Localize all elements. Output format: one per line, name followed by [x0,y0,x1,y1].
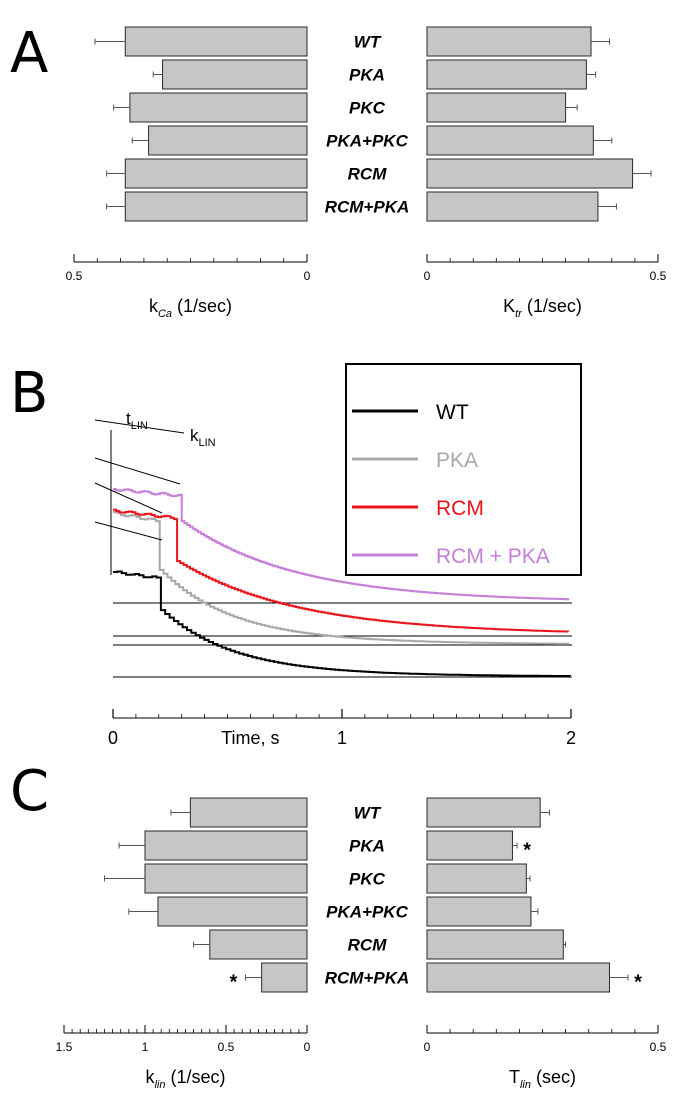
bar-C-left-4 [209,929,308,960]
bar-C-left-0 [189,797,308,828]
bar-C-left-5 [261,962,308,993]
bar-C-right-1 [426,830,513,861]
bar-C-left-1 [144,830,308,861]
bar-C-right-4 [426,929,564,960]
bar-A-right-1 [426,59,587,90]
trace-wt [113,570,571,677]
bar-A-left-1 [162,59,308,90]
bar-A-right-3 [426,125,594,156]
panel-c-category-1: PKA [349,837,385,856]
bar-C-left-3 [157,896,308,927]
tick-label-B-2: 2 [566,728,576,748]
legend-label-1: PKA [436,449,478,472]
panel-a-category-5: RCM+PKA [325,198,410,217]
panel-b: tLIN kLIN 0 1 2 Time, s WT PKA RCM RCM + PKA [94,363,582,748]
tick-label-C-left-3: 0 [304,1040,311,1054]
tick-label-A-right-1: 0.5 [650,269,667,283]
axis-label-A-left: kCa (1/sec) [149,296,232,320]
legend-label-2: RCM [436,497,484,520]
trace-rcm [113,508,570,633]
tick-label-C-right-0: 0 [424,1040,431,1054]
panel-a-category-2: PKC [349,99,386,118]
panel-c-category-0: WT [354,804,382,823]
panel-a-category-4: RCM [348,165,388,184]
tick-label-C-left-2: 0.5 [218,1040,235,1054]
trace-pka [113,511,570,645]
bar-A-right-4 [426,158,634,189]
significance-star-C-right-5: * [634,972,642,994]
panel-c-category-3: PKA+PKC [326,903,408,922]
axis-label-B: Time, s [221,728,279,748]
linear-fit-1 [94,482,163,514]
legend [345,363,582,576]
trace-rcm-pka [113,488,570,601]
significance-star-C-left-5: * [230,972,238,994]
bar-A-left-3 [148,125,308,156]
bar-C-left-2 [144,863,308,894]
legend-label-3: RCM + PKA [436,545,550,568]
bar-A-right-2 [426,92,567,123]
tick-label-A-right-0: 0 [424,269,431,283]
panel-c: * 1.5 1 0.5 0 klin (1/sec) * * 0 0.5 Tlin (sec) WT P… [56,797,667,1091]
panel-label-b: B [10,361,48,426]
bar-A-left-4 [124,158,308,189]
axis-label-C-right: Tlin (sec) [509,1067,576,1091]
linear-fit-0 [94,521,163,541]
panel-a-category-3: PKA+PKC [326,132,408,151]
axis-label-C-left: klin (1/sec) [145,1067,225,1091]
bar-C-right-5 [426,962,610,993]
panel-a-category-1: PKA [349,66,385,85]
bar-A-left-5 [124,191,308,222]
tick-label-A-left-1: 0 [304,269,311,283]
panel-label-a: A [10,21,48,86]
axis-label-A-right: Ktr (1/sec) [503,296,582,320]
panel-a: 0.5 0 kCa (1/sec) 0 0.5 Ktr (1/sec) WT PKA PKC PK… [66,26,667,320]
panel-c-category-5: RCM+PKA [325,969,410,988]
panel-label-c: C [10,759,49,824]
tick-label-C-left-0: 1.5 [56,1040,73,1054]
bar-A-left-2 [129,92,308,123]
bar-A-right-5 [426,191,599,222]
panel-c-category-4: RCM [348,936,388,955]
legend-label-0: WT [436,401,469,424]
panel-c-category-2: PKC [349,870,386,889]
tick-label-C-right-1: 0.5 [650,1040,667,1054]
significance-star-C-right-1: * [523,840,531,862]
tick-label-B-1: 1 [337,728,347,748]
bar-A-left-0 [124,26,308,57]
linear-fit-3 [94,419,185,434]
tick-label-A-left-0: 0.5 [66,269,83,283]
bar-C-right-2 [426,863,527,894]
annotation-t-lin: tLIN [126,409,148,432]
panel-a-category-0: WT [354,33,382,52]
bar-C-right-3 [426,896,532,927]
tick-label-C-left-1: 1 [142,1040,149,1054]
annotation-k-lin: kLIN [190,426,216,449]
bar-C-right-0 [426,797,541,828]
bar-A-right-0 [426,26,592,57]
linear-fit-2 [94,457,181,485]
tick-label-B-0: 0 [108,728,118,748]
